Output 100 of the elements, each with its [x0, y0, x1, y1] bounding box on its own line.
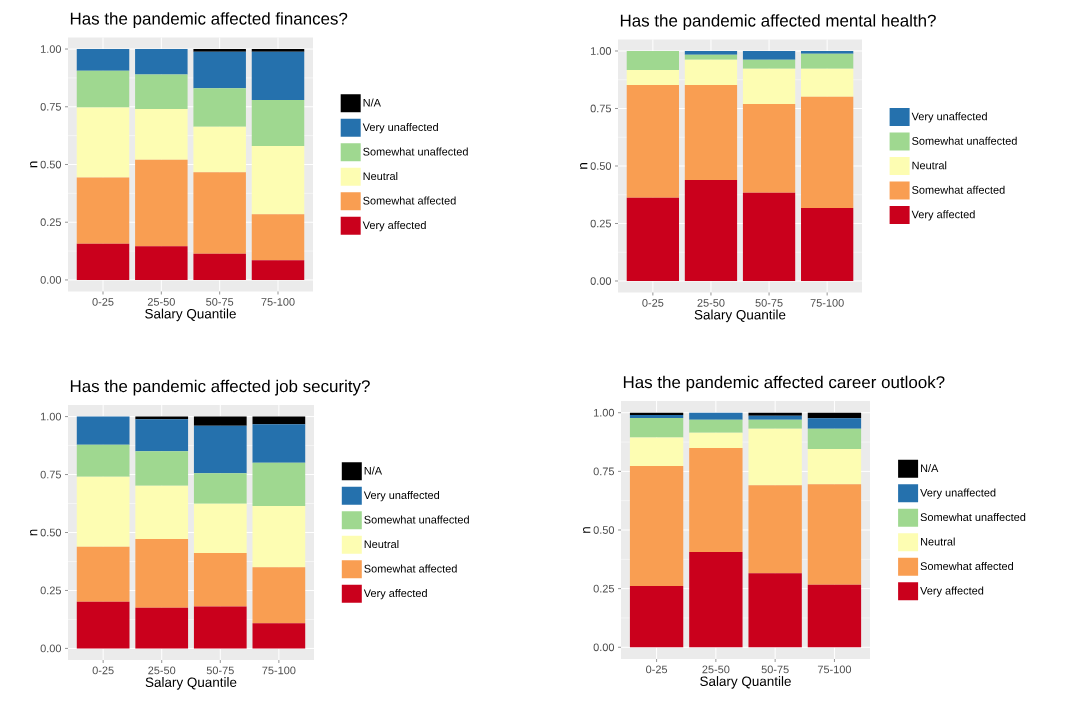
bar: [251, 51, 305, 101]
bar: [807, 584, 862, 648]
bar: [684, 54, 738, 60]
bar: [251, 100, 305, 147]
y-tick-label: 0.25: [590, 219, 612, 228]
bar: [626, 85, 680, 198]
legend-label: Somewhat unaffected: [363, 147, 468, 156]
bar: [742, 192, 796, 281]
bar: [193, 172, 246, 254]
legend-label: Neutral: [363, 172, 398, 181]
x-tick-label: 25-50: [697, 299, 725, 307]
y-tick-label: 1.00: [593, 408, 615, 417]
bar: [193, 126, 246, 173]
bar: [742, 59, 796, 69]
bar: [252, 416, 306, 425]
bar: [193, 253, 246, 280]
bar: [742, 50, 796, 60]
x-tick-label: 75-100: [817, 665, 852, 674]
bar: [135, 419, 189, 452]
y-tick-label: 0.75: [593, 467, 615, 476]
bar: [689, 419, 743, 433]
legend-label: Very affected: [911, 210, 975, 221]
y-tick-label: 0.00: [40, 644, 62, 653]
bar: [748, 573, 802, 648]
bar: [689, 412, 743, 420]
bar: [193, 51, 246, 89]
bar: [748, 485, 802, 574]
bar: [135, 246, 188, 280]
bar: [748, 415, 802, 420]
bar: [193, 425, 247, 474]
x-tick-label: 50-75: [206, 666, 234, 675]
bar: [193, 552, 247, 607]
legend-label: Somewhat affected: [912, 185, 1005, 194]
bar: [742, 68, 796, 104]
y-tick-label: 0.75: [40, 102, 62, 111]
y-tick-label: 1.00: [40, 412, 62, 421]
x-axis-title: Salary Quantile: [145, 308, 236, 322]
legend-label: Somewhat unaffected: [912, 136, 1017, 145]
bar: [684, 85, 738, 181]
x-tick-label: 0-25: [92, 666, 114, 675]
x-axis-title: Salary Quantile: [145, 677, 237, 690]
chart-title: Has the pandemic affected career outlook?: [623, 375, 945, 392]
y-tick-label: 0.00: [590, 277, 612, 285]
y-tick-label: 0.25: [40, 586, 62, 595]
bar: [626, 70, 680, 86]
bar: [626, 197, 680, 281]
legend-label: Very unaffected: [363, 491, 440, 502]
legend-label: Neutral: [364, 540, 399, 549]
bar: [76, 70, 130, 108]
x-tick-label: 25-50: [147, 298, 175, 306]
y-axis-title: n: [30, 161, 38, 168]
bar: [76, 546, 130, 602]
legend-label: Neutral: [912, 161, 947, 170]
bar: [252, 424, 306, 463]
x-tick-label: 50-75: [755, 299, 783, 307]
bar: [684, 180, 738, 281]
bar: [135, 159, 188, 247]
x-tick-label: 75-100: [261, 298, 295, 306]
bar: [76, 601, 130, 649]
bar: [801, 53, 854, 69]
bar: [251, 146, 305, 215]
y-tick-label: 0.50: [40, 160, 62, 169]
bar: [252, 567, 306, 624]
legend-label: Somewhat affected: [920, 562, 1013, 571]
x-tick-label: 50-75: [206, 298, 234, 306]
chart-title: Has the pandemic affected finances?: [70, 12, 348, 28]
bar: [626, 50, 680, 71]
x-tick-label: 75-100: [810, 299, 844, 307]
legend-label: Very unaffected: [362, 123, 438, 134]
y-tick-label: 0.50: [40, 528, 62, 537]
bar: [252, 506, 306, 568]
bar: [193, 416, 247, 426]
bar: [807, 449, 862, 485]
bar: [193, 49, 246, 52]
bar: [251, 214, 305, 261]
bar: [251, 260, 305, 280]
x-tick-label: 0-25: [92, 298, 114, 306]
x-tick-label: 0-25: [642, 299, 664, 307]
bar: [76, 49, 130, 71]
bar: [251, 49, 305, 52]
y-tick-label: 0.25: [593, 584, 615, 593]
bar: [76, 444, 130, 477]
bar: [801, 50, 854, 54]
bar: [684, 59, 738, 86]
legend-label: Very affected: [362, 221, 426, 232]
bar: [629, 437, 684, 466]
y-tick-label: 0.50: [593, 526, 615, 534]
legend-label: Somewhat affected: [363, 196, 456, 205]
bar: [135, 109, 188, 160]
bar: [742, 103, 796, 193]
legend-label: N/A: [921, 464, 939, 473]
legend-label: Somewhat unaffected: [920, 513, 1026, 522]
legend-label: N/A: [364, 466, 383, 475]
y-axis-title: n: [30, 529, 38, 536]
y-tick-label: 0.25: [40, 218, 62, 227]
legend-label: Very affected: [363, 589, 427, 600]
bar: [135, 451, 189, 486]
legend-label: N/A: [363, 98, 381, 107]
chart-title: Has the pandemic affected job security?: [70, 379, 370, 396]
bar: [801, 68, 854, 97]
